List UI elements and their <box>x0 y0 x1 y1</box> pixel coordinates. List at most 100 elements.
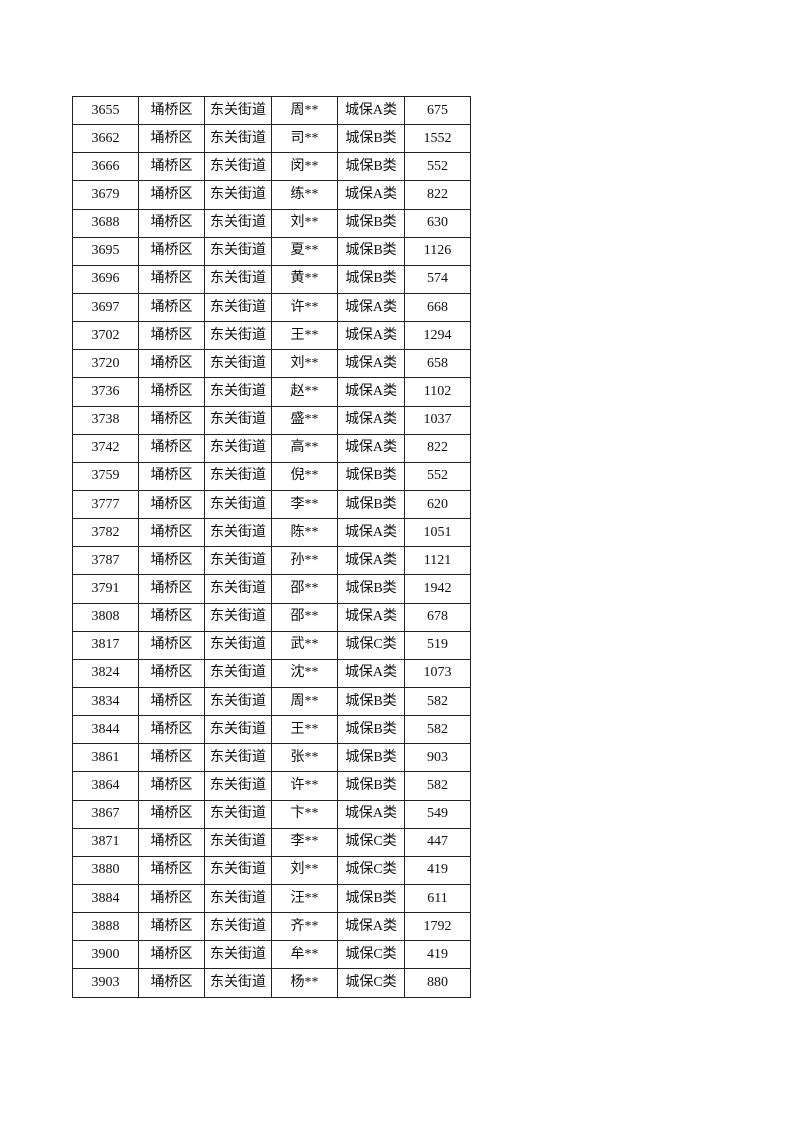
street-cell: 东关街道 <box>204 658 272 688</box>
amount-cell: 675 <box>404 95 471 126</box>
category-cell: 城保C类 <box>337 630 405 660</box>
street-cell: 东关街道 <box>204 124 272 154</box>
id-cell: 3720 <box>72 349 139 379</box>
street-cell: 东关街道 <box>204 292 272 323</box>
name-cell: 高** <box>271 433 338 463</box>
category-cell: 城保A类 <box>337 95 405 126</box>
table-row: 3884 埇桥区 东关街道 汪** 城保B类 611 <box>72 883 471 914</box>
district-cell: 埇桥区 <box>138 940 205 970</box>
category-cell: 城保B类 <box>337 771 405 801</box>
district-cell: 埇桥区 <box>138 968 205 998</box>
name-cell: 刘** <box>271 855 338 885</box>
district-cell: 埇桥区 <box>138 461 205 491</box>
district-cell: 埇桥区 <box>138 321 205 351</box>
table-row: 3782 埇桥区 东关街道 陈** 城保A类 1051 <box>72 518 471 548</box>
name-cell: 王** <box>271 715 338 745</box>
street-cell: 东关街道 <box>204 715 272 745</box>
id-cell: 3696 <box>72 264 139 294</box>
table-row: 3738 埇桥区 东关街道 盛** 城保A类 1037 <box>72 405 471 435</box>
id-cell: 3679 <box>72 180 139 210</box>
name-cell: 周** <box>271 686 338 717</box>
district-cell: 埇桥区 <box>138 574 205 604</box>
id-cell: 3871 <box>72 827 139 857</box>
district-cell: 埇桥区 <box>138 489 205 520</box>
name-cell: 沈** <box>271 658 338 688</box>
category-cell: 城保C类 <box>337 855 405 885</box>
amount-cell: 447 <box>404 827 471 857</box>
street-cell: 东关街道 <box>204 236 272 266</box>
category-cell: 城保B类 <box>337 124 405 154</box>
category-cell: 城保B类 <box>337 208 405 238</box>
name-cell: 牟** <box>271 940 338 970</box>
name-cell: 张** <box>271 743 338 773</box>
category-cell: 城保B类 <box>337 152 405 182</box>
district-cell: 埇桥区 <box>138 124 205 154</box>
category-cell: 城保B类 <box>337 743 405 773</box>
district-cell: 埇桥区 <box>138 152 205 182</box>
district-cell: 埇桥区 <box>138 715 205 745</box>
category-cell: 城保A类 <box>337 518 405 548</box>
amount-cell: 419 <box>404 940 471 970</box>
district-cell: 埇桥区 <box>138 292 205 323</box>
amount-cell: 1051 <box>404 518 471 548</box>
id-cell: 3867 <box>72 799 139 829</box>
name-cell: 李** <box>271 489 338 520</box>
id-cell: 3738 <box>72 405 139 435</box>
street-cell: 东关街道 <box>204 349 272 379</box>
street-cell: 东关街道 <box>204 405 272 435</box>
street-cell: 东关街道 <box>204 180 272 210</box>
category-cell: 城保A类 <box>337 292 405 323</box>
table-row: 3697 埇桥区 东关街道 许** 城保A类 668 <box>72 292 471 323</box>
amount-cell: 552 <box>404 152 471 182</box>
street-cell: 东关街道 <box>204 574 272 604</box>
district-cell: 埇桥区 <box>138 771 205 801</box>
table-row: 3742 埇桥区 东关街道 高** 城保A类 822 <box>72 433 471 463</box>
id-cell: 3777 <box>72 489 139 520</box>
name-cell: 闵** <box>271 152 338 182</box>
amount-cell: 574 <box>404 264 471 294</box>
category-cell: 城保A类 <box>337 658 405 688</box>
table-row: 3844 埇桥区 东关街道 王** 城保B类 582 <box>72 715 471 745</box>
district-cell: 埇桥区 <box>138 180 205 210</box>
street-cell: 东关街道 <box>204 912 272 942</box>
id-cell: 3903 <box>72 968 139 998</box>
amount-cell: 1552 <box>404 124 471 154</box>
id-cell: 3736 <box>72 377 139 407</box>
district-cell: 埇桥区 <box>138 912 205 942</box>
name-cell: 夏** <box>271 236 338 266</box>
table-row: 3880 埇桥区 东关街道 刘** 城保C类 419 <box>72 855 471 885</box>
amount-cell: 822 <box>404 180 471 210</box>
id-cell: 3884 <box>72 883 139 914</box>
category-cell: 城保B类 <box>337 489 405 520</box>
amount-cell: 519 <box>404 630 471 660</box>
amount-cell: 1121 <box>404 546 471 576</box>
district-cell: 埇桥区 <box>138 743 205 773</box>
table-row: 3688 埇桥区 东关街道 刘** 城保B类 630 <box>72 208 471 238</box>
district-cell: 埇桥区 <box>138 602 205 632</box>
amount-cell: 1037 <box>404 405 471 435</box>
id-cell: 3844 <box>72 715 139 745</box>
name-cell: 王** <box>271 321 338 351</box>
amount-cell: 1792 <box>404 912 471 942</box>
district-cell: 埇桥区 <box>138 883 205 914</box>
id-cell: 3655 <box>72 95 139 126</box>
street-cell: 东关街道 <box>204 377 272 407</box>
table-body: 3655 埇桥区 东关街道 周** 城保A类 675 3662 埇桥区 东关街道 司** 城保B类 1… <box>72 95 471 998</box>
street-cell: 东关街道 <box>204 518 272 548</box>
id-cell: 3662 <box>72 124 139 154</box>
category-cell: 城保A类 <box>337 433 405 463</box>
amount-cell: 620 <box>404 489 471 520</box>
amount-cell: 1102 <box>404 377 471 407</box>
table-row: 3791 埇桥区 东关街道 邵** 城保B类 1942 <box>72 574 471 604</box>
id-cell: 3782 <box>72 518 139 548</box>
district-cell: 埇桥区 <box>138 546 205 576</box>
district-cell: 埇桥区 <box>138 855 205 885</box>
table-row: 3834 埇桥区 东关街道 周** 城保B类 582 <box>72 686 471 717</box>
id-cell: 3742 <box>72 433 139 463</box>
street-cell: 东关街道 <box>204 940 272 970</box>
id-cell: 3861 <box>72 743 139 773</box>
table-row: 3736 埇桥区 东关街道 赵** 城保A类 1102 <box>72 377 471 407</box>
table-row: 3666 埇桥区 东关街道 闵** 城保B类 552 <box>72 152 471 182</box>
name-cell: 武** <box>271 630 338 660</box>
table-row: 3888 埇桥区 东关街道 齐** 城保A类 1792 <box>72 912 471 942</box>
